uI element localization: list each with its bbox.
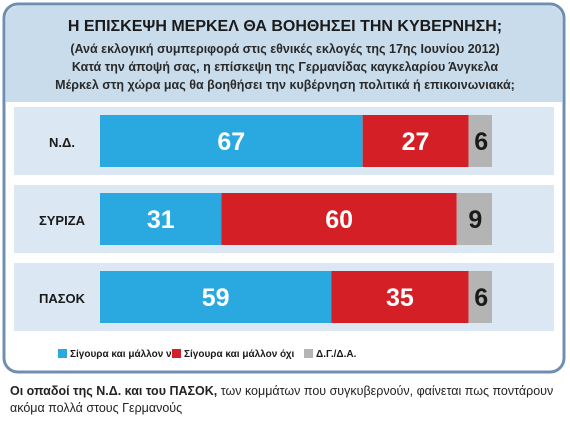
bar-segment xyxy=(100,115,363,167)
chart-subtitle: (Ανά εκλογική συμπεριφορά στις εθνικές ε… xyxy=(70,42,499,56)
data-label: 59 xyxy=(202,284,230,312)
category-label: ΣΥΡΙΖΑ xyxy=(39,213,86,228)
bar-rows: Ν.Δ. 67 27 6 ΣΥΡΙΖΑ 31 60 9 ΠΑΣΟΚ 59 35 6 xyxy=(14,107,554,331)
data-label: 35 xyxy=(386,284,414,312)
question-line-2: Μέρκελ στη χώρα μας θα βοηθήσει την κυβέ… xyxy=(55,78,515,92)
caption-rest: των κομμάτων που συγκυβερνούν, φαίνεται … xyxy=(10,384,554,415)
bar-segment xyxy=(221,193,457,245)
bar-segment xyxy=(362,115,469,167)
bar-segment xyxy=(100,271,332,323)
legend-label: Σίγουρα και μάλλον όχι xyxy=(184,349,295,360)
caption: Οι οπαδοί της Ν.Δ. και του ΠΑΣΟΚ, των κο… xyxy=(10,383,560,417)
legend-swatch xyxy=(58,349,67,358)
chart-title: Η ΕΠΙΣΚΕΨΗ ΜΕΡΚΕΛ ΘΑ ΒΟΗΘΗΣΕΙ ΤΗΝ ΚΥΒΕΡΝ… xyxy=(68,18,502,35)
legend-label: Δ.Γ./Δ.Α. xyxy=(316,349,357,360)
data-label: 9 xyxy=(468,206,482,234)
caption-bold: Οι οπαδοί της Ν.Δ. και του ΠΑΣΟΚ, xyxy=(10,384,218,398)
data-label: 6 xyxy=(474,284,488,312)
bar-segment xyxy=(331,271,469,323)
bar-segment xyxy=(468,115,492,167)
legend: Σίγουρα και μάλλον ναι Σίγουρα και μάλλον… xyxy=(58,349,357,360)
category-label: ΠΑΣΟΚ xyxy=(39,291,86,306)
header-band xyxy=(6,6,562,102)
data-label: 60 xyxy=(325,206,353,234)
category-label: Ν.Δ. xyxy=(49,135,75,150)
question-line-1: Κατά την άποψή σας, η επίσκεψη της Γερμα… xyxy=(72,60,498,74)
data-label: 67 xyxy=(217,128,245,156)
legend-swatch xyxy=(172,349,181,358)
bar-segment xyxy=(456,193,492,245)
header-band-bottom xyxy=(6,80,562,102)
bar-segment xyxy=(468,271,492,323)
data-label: 31 xyxy=(147,206,175,234)
legend-swatch xyxy=(304,349,313,358)
bar-segment xyxy=(100,193,222,245)
legend-label: Σίγουρα και μάλλον ναι xyxy=(70,349,181,360)
data-label: 27 xyxy=(402,128,430,156)
data-label: 6 xyxy=(474,128,488,156)
